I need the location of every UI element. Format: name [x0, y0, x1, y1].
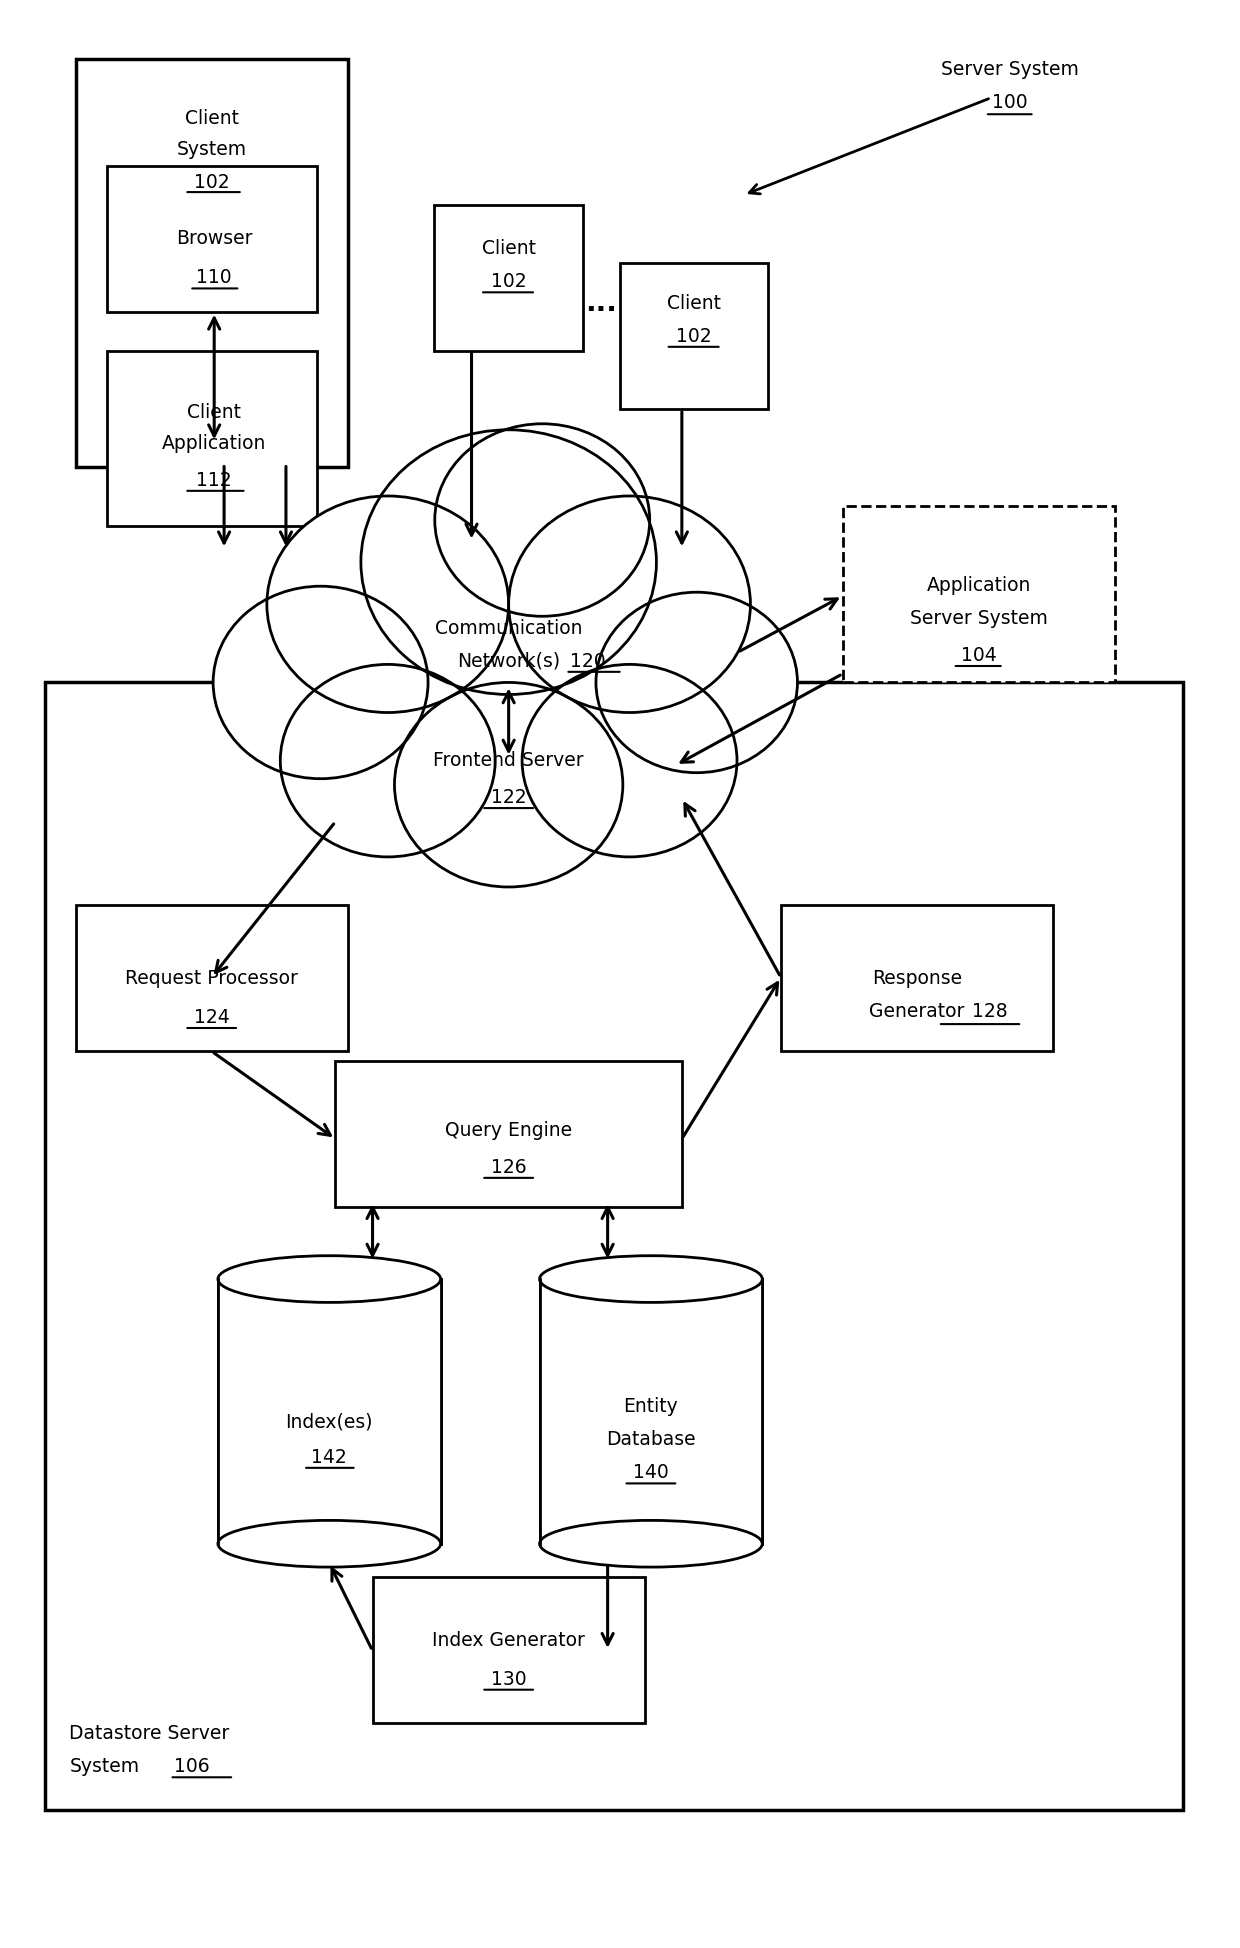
Text: 140: 140 — [634, 1463, 668, 1482]
Text: Application: Application — [162, 434, 267, 452]
FancyBboxPatch shape — [107, 168, 317, 312]
Ellipse shape — [267, 497, 508, 713]
Text: 102: 102 — [193, 173, 229, 191]
Bar — [539, 1280, 763, 1545]
FancyBboxPatch shape — [45, 682, 1183, 1810]
Text: Communication: Communication — [435, 618, 583, 637]
Text: 112: 112 — [196, 469, 232, 489]
Text: ...: ... — [585, 288, 618, 318]
Text: Datastore Server: Datastore Server — [69, 1724, 229, 1742]
FancyBboxPatch shape — [620, 265, 769, 409]
Text: Frontend Server: Frontend Server — [433, 750, 584, 769]
Text: Network(s): Network(s) — [458, 651, 560, 670]
Text: Client: Client — [185, 109, 239, 129]
Text: Query Engine: Query Engine — [445, 1120, 572, 1140]
Text: Index Generator: Index Generator — [433, 1630, 585, 1648]
FancyBboxPatch shape — [107, 351, 317, 526]
Ellipse shape — [508, 497, 750, 713]
Text: 124: 124 — [193, 1007, 229, 1027]
Text: 130: 130 — [491, 1669, 527, 1687]
Text: Browser: Browser — [176, 230, 253, 247]
Ellipse shape — [280, 664, 495, 857]
Text: Generator: Generator — [869, 1001, 965, 1021]
Text: 106: 106 — [169, 1757, 210, 1775]
FancyBboxPatch shape — [372, 1578, 645, 1722]
Bar — [539, 1282, 763, 1543]
FancyBboxPatch shape — [336, 1062, 682, 1208]
Ellipse shape — [394, 684, 622, 888]
Text: 122: 122 — [491, 787, 527, 806]
Text: Client: Client — [667, 294, 722, 312]
Text: Index(es): Index(es) — [285, 1412, 373, 1432]
Text: Client: Client — [481, 240, 536, 257]
Bar — [218, 1280, 440, 1545]
Ellipse shape — [361, 431, 656, 695]
Text: 128: 128 — [966, 1001, 1008, 1021]
Text: Request Processor: Request Processor — [125, 968, 298, 988]
Text: 120: 120 — [564, 651, 606, 670]
Ellipse shape — [539, 1256, 763, 1303]
Text: Application: Application — [926, 575, 1030, 594]
Ellipse shape — [596, 592, 797, 773]
Ellipse shape — [218, 1521, 440, 1568]
Text: Database: Database — [606, 1430, 696, 1449]
Text: Server System: Server System — [941, 60, 1079, 80]
Text: Client: Client — [187, 403, 242, 421]
Text: 126: 126 — [491, 1157, 527, 1177]
Text: 142: 142 — [311, 1447, 347, 1467]
Ellipse shape — [218, 1256, 440, 1303]
Text: 100: 100 — [992, 94, 1028, 113]
FancyBboxPatch shape — [76, 60, 347, 468]
Ellipse shape — [213, 586, 428, 779]
Text: Response: Response — [872, 968, 962, 988]
Text: 110: 110 — [196, 269, 232, 286]
FancyBboxPatch shape — [843, 506, 1115, 682]
Ellipse shape — [522, 664, 737, 857]
Text: 104: 104 — [961, 645, 997, 664]
Text: System: System — [69, 1757, 140, 1775]
FancyBboxPatch shape — [336, 692, 682, 838]
Bar — [218, 1282, 440, 1543]
Text: 102: 102 — [677, 327, 712, 345]
Text: 102: 102 — [491, 273, 527, 290]
FancyBboxPatch shape — [434, 206, 583, 351]
Ellipse shape — [435, 425, 650, 618]
Ellipse shape — [539, 1521, 763, 1568]
Text: System: System — [176, 140, 247, 158]
FancyBboxPatch shape — [781, 906, 1053, 1052]
Text: Server System: Server System — [910, 608, 1048, 627]
Text: Entity: Entity — [624, 1397, 678, 1416]
FancyBboxPatch shape — [76, 906, 347, 1052]
